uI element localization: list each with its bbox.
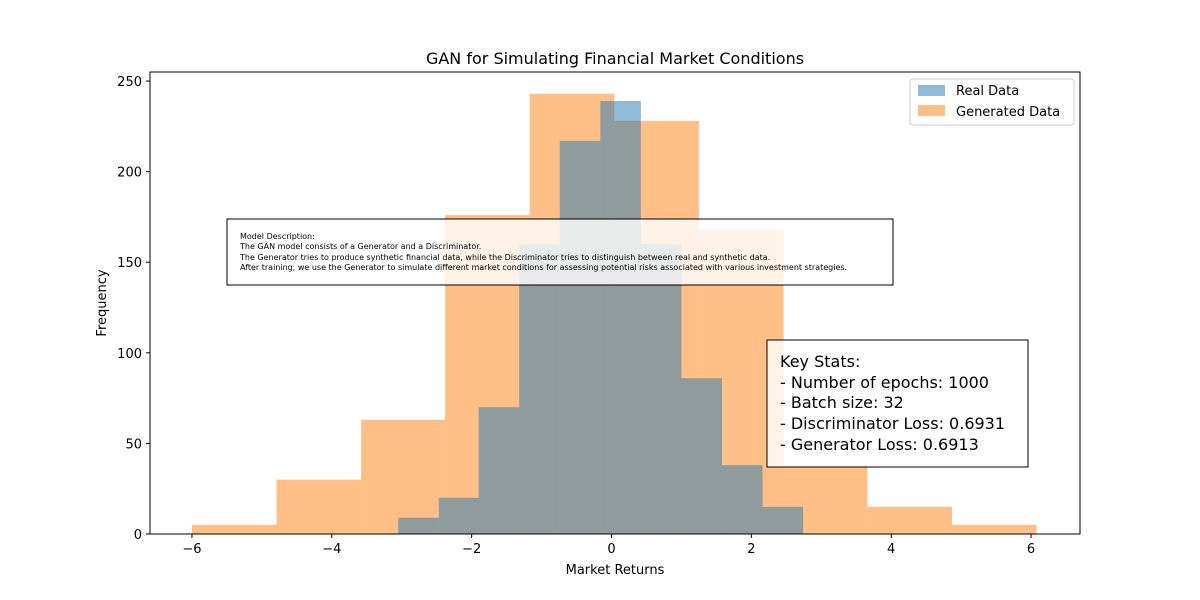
x-tick-label: 4 xyxy=(887,542,895,557)
x-axis-ticks: −6 −4 −2 0 2 4 6 xyxy=(182,534,1035,557)
legend: Real Data Generated Data xyxy=(909,78,1075,126)
y-tick-label: 100 xyxy=(117,347,142,362)
legend-label-generated: Generated Data xyxy=(956,105,1060,120)
key-stats-box: Key Stats: - Number of epochs: 1000 - Ba… xyxy=(766,339,1029,468)
generated-data-bar xyxy=(191,524,277,534)
generated-data-bar xyxy=(952,524,1037,534)
real-data-bar xyxy=(519,244,560,534)
x-tick-label: 2 xyxy=(747,542,755,557)
stats-line: Key Stats: xyxy=(780,352,860,371)
x-axis-label: Market Returns xyxy=(566,563,665,578)
real-data-bar xyxy=(640,244,682,534)
y-tick-label: 250 xyxy=(117,75,142,90)
legend-swatch-real xyxy=(918,85,945,96)
real-data-bar xyxy=(398,517,439,534)
x-tick-label: 6 xyxy=(1027,542,1035,557)
y-tick-label: 150 xyxy=(117,256,142,271)
stats-line: - Discriminator Loss: 0.6931 xyxy=(780,414,1005,433)
chart-title: GAN for Simulating Financial Market Cond… xyxy=(426,49,804,68)
plot-frame xyxy=(149,71,1081,535)
stats-line: - Number of epochs: 1000 xyxy=(780,373,989,392)
stats-line: - Generator Loss: 0.6913 xyxy=(780,435,979,454)
generated-data-bar xyxy=(276,479,362,534)
x-tick-label: −4 xyxy=(322,542,341,557)
description-frame xyxy=(226,218,894,286)
legend-swatch-generated xyxy=(918,105,945,116)
real-data-bar xyxy=(438,497,479,534)
y-axis-ticks: 0 50 100 150 200 250 xyxy=(117,75,150,543)
stats-frame xyxy=(766,339,1029,468)
description-line: After training, we use the Generator to … xyxy=(240,263,847,272)
description-line: The GAN model consists of a Generator an… xyxy=(239,242,481,251)
generated-data-bar xyxy=(867,506,953,534)
real-data-bars xyxy=(398,100,804,535)
real-data-bar xyxy=(478,407,520,534)
x-tick-label: −2 xyxy=(462,542,481,557)
real-data-bar xyxy=(600,100,641,535)
real-data-bar xyxy=(559,140,601,534)
description-line: The Generator tries to produce synthetic… xyxy=(239,253,770,262)
legend-label-real: Real Data xyxy=(956,84,1019,99)
description-line: Model Description: xyxy=(240,232,315,241)
x-tick-label: −6 xyxy=(182,542,201,557)
model-description-box: Model Description: The GAN model consist… xyxy=(226,218,894,286)
stats-line: - Batch size: 32 xyxy=(780,393,904,412)
y-tick-label: 50 xyxy=(125,437,142,452)
real-data-bar xyxy=(721,465,763,534)
real-data-bar xyxy=(762,506,804,534)
y-tick-label: 0 xyxy=(134,528,142,543)
generated-data-bar xyxy=(361,419,446,534)
legend-box xyxy=(909,78,1075,126)
y-axis-label: Frequency xyxy=(95,269,110,336)
real-data-bar xyxy=(681,378,722,534)
x-tick-label: 0 xyxy=(607,542,615,557)
y-tick-label: 200 xyxy=(117,166,142,181)
